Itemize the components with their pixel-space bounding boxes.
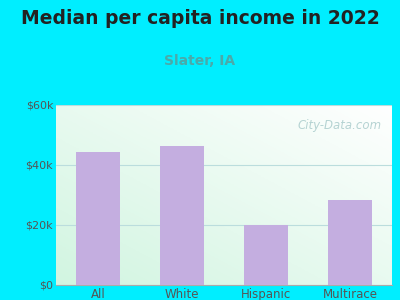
Text: City-Data.com: City-Data.com (298, 119, 382, 132)
Bar (160, 146, 204, 285)
Bar (76, 152, 120, 285)
Bar (244, 225, 288, 285)
Text: Slater, IA: Slater, IA (164, 54, 236, 68)
Bar (328, 200, 372, 285)
Text: Median per capita income in 2022: Median per capita income in 2022 (21, 9, 379, 28)
